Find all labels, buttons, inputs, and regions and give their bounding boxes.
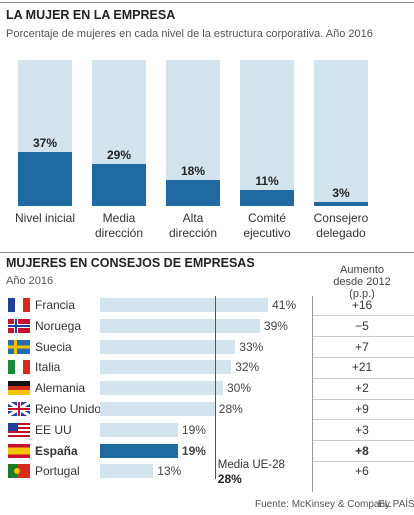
x-tick-label: Nivel inicial <box>14 211 76 225</box>
chart-subtitle: Porcentaje de mujeres en cada nivel de l… <box>6 28 373 40</box>
column-divider <box>312 296 313 492</box>
x-tick-label: Consejero delegado <box>313 211 369 240</box>
flag-graphic <box>7 400 31 418</box>
bar <box>240 189 294 206</box>
source: Fuente: McKinsey & Company. <box>255 499 393 510</box>
flag-graphic <box>8 360 30 375</box>
change-label: +7 <box>355 339 369 354</box>
x-tick-label: Media dirección <box>94 211 144 240</box>
bar-track <box>240 60 294 206</box>
rule <box>0 252 414 253</box>
reference-label: Media UE-28 <box>217 459 285 471</box>
value-label: 29% <box>106 147 132 162</box>
bar <box>100 464 154 479</box>
change-label: +16 <box>351 298 373 312</box>
row-divider <box>313 315 414 317</box>
flag <box>8 422 30 437</box>
value-label: 41% <box>272 298 297 312</box>
flag-graphic <box>8 318 30 333</box>
value-label: 19% <box>181 443 206 458</box>
category-label: Italia <box>35 360 61 375</box>
value-label: 32% <box>235 360 260 375</box>
value-label: 30% <box>227 381 252 396</box>
row-divider <box>313 336 414 338</box>
flag <box>8 339 30 354</box>
x-tick-label: Alta dirección <box>168 211 218 240</box>
rule <box>0 2 414 3</box>
category-label: España <box>35 443 78 458</box>
flag-graphic <box>8 464 30 479</box>
category-label: EE UU <box>35 422 72 437</box>
bar-track <box>314 60 368 206</box>
value-label: 28% <box>218 402 243 416</box>
bar <box>100 422 178 437</box>
change-label: +9 <box>355 402 369 416</box>
flag <box>8 381 30 396</box>
value-label: 3% <box>332 185 350 200</box>
value-label: 37% <box>32 135 58 150</box>
flag-graphic <box>8 298 30 312</box>
credit: EL PAÍS <box>378 499 414 510</box>
row-divider <box>313 440 414 442</box>
value-label: 13% <box>157 464 182 479</box>
bar <box>18 151 72 206</box>
chart-subtitle: Año 2016 <box>6 275 54 287</box>
change-label: +8 <box>355 443 369 458</box>
flag <box>8 464 30 479</box>
flag-graphic <box>8 381 30 396</box>
category-label: Francia <box>35 298 76 312</box>
category-label: Portugal <box>35 464 80 479</box>
reference-line <box>214 296 216 480</box>
bar <box>166 179 220 206</box>
reference-value: 28% <box>217 472 242 486</box>
flag-graphic <box>8 443 30 458</box>
category-label: Alemania <box>35 381 86 396</box>
row-divider <box>313 419 414 421</box>
bar <box>100 318 260 333</box>
change-label: +2 <box>355 381 369 396</box>
change-label: +21 <box>351 360 373 375</box>
bar <box>100 298 269 312</box>
flag <box>7 400 31 418</box>
flag <box>8 318 30 333</box>
row-divider <box>313 377 414 379</box>
bar <box>100 360 232 375</box>
value-label: 18% <box>180 163 206 178</box>
flag <box>8 360 30 375</box>
bar <box>100 381 223 396</box>
category-label: Reino Unido <box>35 402 102 416</box>
chart-title: MUJERES EN CONSEJOS DE EMPRESAS <box>6 256 255 270</box>
value-label: 11% <box>255 173 279 188</box>
column-header: Aumento desde 2012 (p.p.) <box>333 264 391 300</box>
value-label: 39% <box>263 318 288 333</box>
bar <box>92 163 146 206</box>
x-tick-label: Comité ejecutivo <box>243 211 291 240</box>
change-label: −5 <box>355 318 369 333</box>
bar <box>100 402 215 416</box>
category-label: Suecia <box>35 339 72 354</box>
bar <box>314 201 368 206</box>
flag <box>8 443 30 458</box>
change-label: +3 <box>355 422 369 437</box>
chart-title: LA MUJER EN LA EMPRESA <box>6 8 176 22</box>
flag-graphic <box>8 422 30 437</box>
flag-graphic <box>8 339 30 354</box>
bar <box>100 443 178 458</box>
row-divider <box>313 357 414 358</box>
row-divider <box>313 461 414 462</box>
value-label: 33% <box>239 339 264 354</box>
change-label: +6 <box>355 464 369 479</box>
row-divider <box>313 398 414 400</box>
category-label: Noruega <box>35 318 82 333</box>
bar <box>100 339 236 354</box>
flag <box>8 298 30 312</box>
value-label: 19% <box>181 422 206 437</box>
